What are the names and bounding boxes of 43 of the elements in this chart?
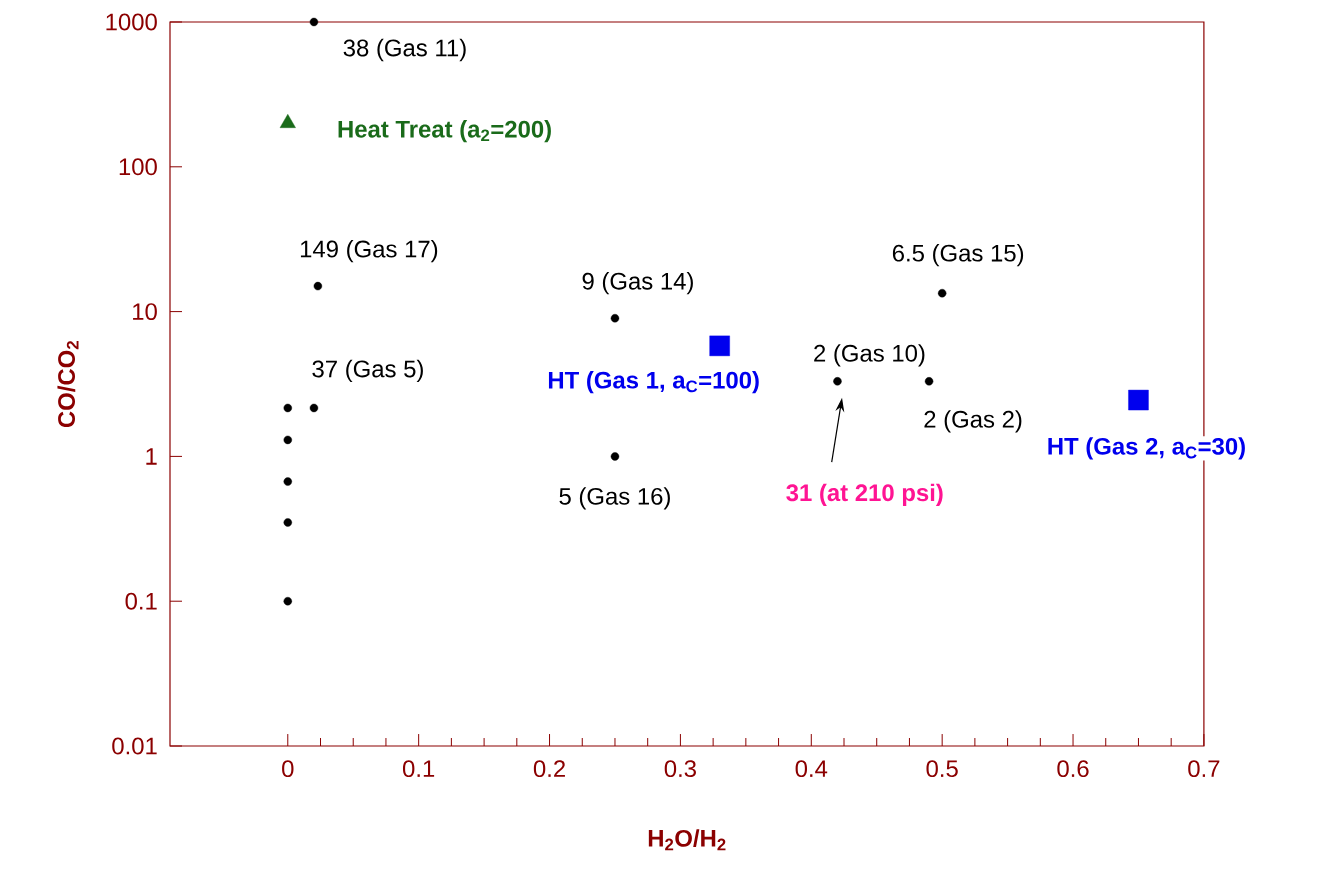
series-label: Heat Treat (a$_{2}$=200) — [338, 120, 551, 143]
x-tick-label: 0.7 — [1188, 760, 1220, 778]
point — [937, 288, 947, 298]
point — [1128, 389, 1149, 411]
x-tick-label: 0.2 — [533, 760, 565, 778]
series-label: HT (Gas 2, a$_{C}$=30) — [1048, 437, 1245, 460]
x-axis-title: H$_{2}$O/H$_{2}$ — [648, 829, 726, 851]
point — [283, 518, 292, 527]
y-axis-title: CO/CO$_{2}$ — [57, 341, 79, 428]
point — [309, 17, 319, 27]
point — [283, 435, 292, 445]
point — [833, 377, 842, 386]
point — [924, 377, 934, 386]
x-tick-label: 0.6 — [1057, 760, 1089, 778]
point — [283, 597, 292, 606]
point — [283, 477, 292, 486]
point — [283, 403, 292, 413]
annotation: 2 (Gas 2) — [924, 410, 1022, 433]
point — [313, 281, 323, 291]
y-tick-label: 1000 — [106, 13, 157, 31]
y-tick-label: 100 — [119, 158, 157, 176]
x-tick-label: 0.1 — [402, 760, 435, 778]
series-label: HT (Gas 1, a$_{C}$=100) — [548, 371, 759, 394]
x-tick-label: 0.5 — [926, 760, 958, 778]
point — [709, 335, 730, 357]
annotation: 37 (Gas 5) — [312, 359, 423, 383]
annotation: 9 (Gas 14) — [582, 272, 693, 295]
annotation: 38 (Gas 11) — [343, 38, 466, 62]
annotation: 2 (Gas 10) — [814, 344, 925, 367]
x-tick-label: 0.3 — [664, 760, 696, 778]
point — [610, 314, 620, 323]
y-tick-label: 10 — [133, 303, 157, 321]
y-tick-label: 0.01 — [112, 737, 157, 755]
x-tick-label: 0.4 — [795, 760, 828, 778]
annotation: 149 (Gas 17) — [300, 239, 438, 263]
y-tick-label: 1 — [146, 448, 157, 465]
point — [610, 452, 620, 461]
point — [309, 403, 319, 413]
annotation: 5 (Gas 16) — [559, 487, 670, 510]
y-tick-label: 0.1 — [125, 592, 157, 610]
x-tick-label: 0 — [282, 760, 294, 778]
annotation: 31 (at 210 psi) — [786, 483, 943, 506]
annotation: 6.5 (Gas 15) — [892, 244, 1024, 267]
